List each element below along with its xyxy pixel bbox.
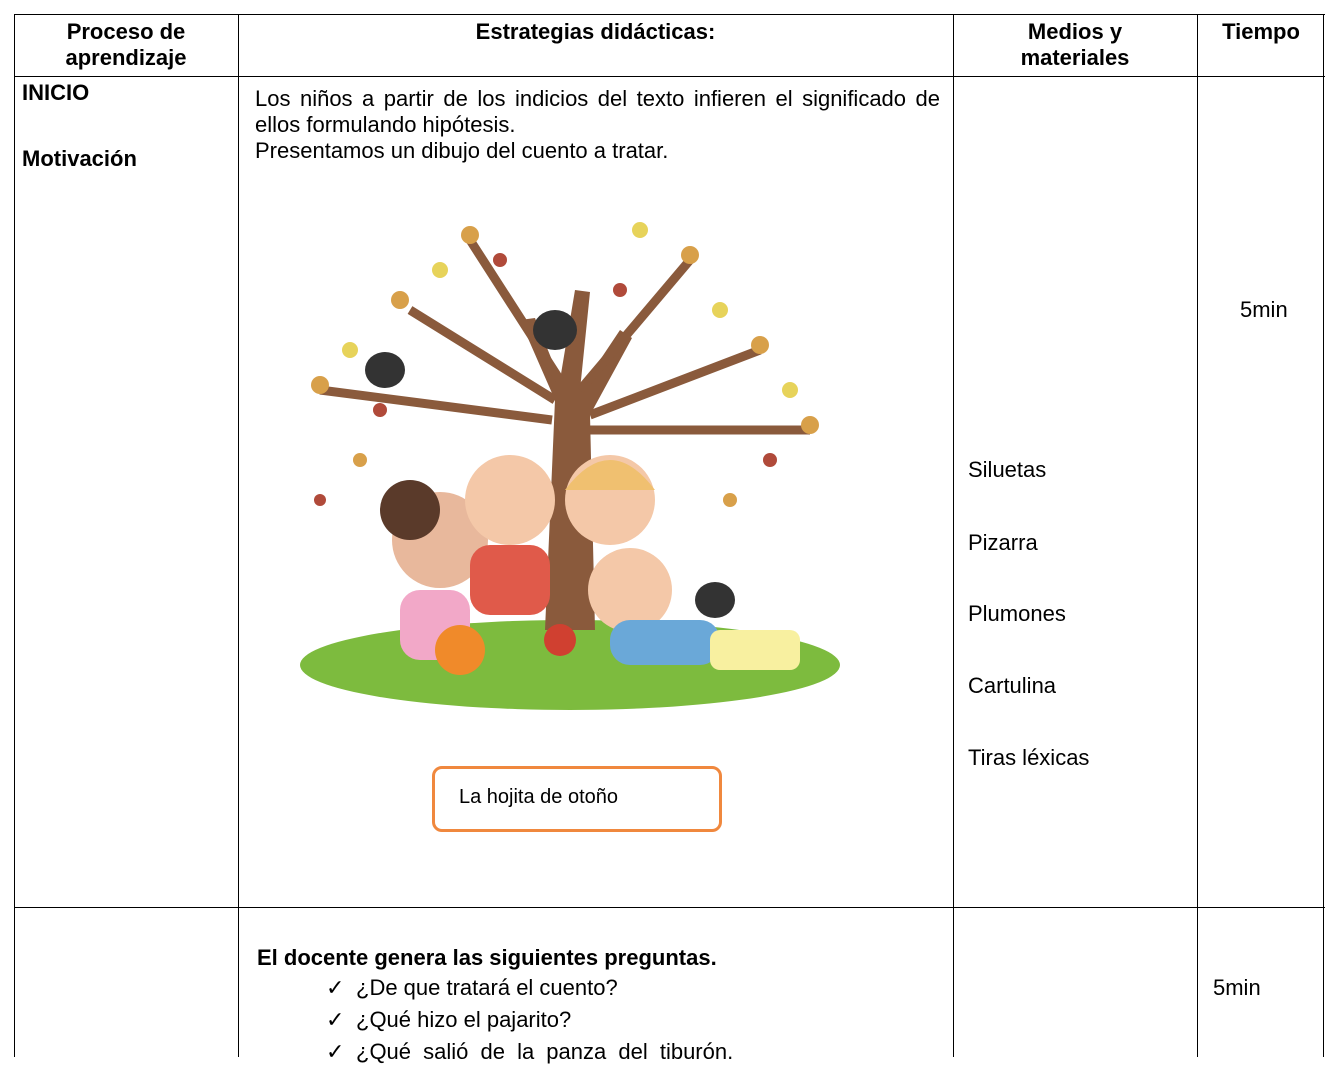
text-line: Tiempo <box>1222 19 1300 44</box>
material: Cartulina <box>968 673 1057 698</box>
header-cell: Medios y materiales <box>953 19 1197 71</box>
strategy-heading: El docente genera las siguientes pregunt… <box>257 945 717 970</box>
question: ¿De que tratará el cuento? <box>356 975 618 1000</box>
stage: INICIO <box>22 80 90 105</box>
paragraph: Presentamos un dibujo del cuento a trata… <box>255 138 669 163</box>
text-line: Medios y <box>1027 19 1123 44</box>
table-border <box>14 907 1325 908</box>
time: 5min <box>1213 975 1261 1000</box>
table-border <box>1197 14 1198 1057</box>
question: ¿Qué salió de la panza del tiburón. <box>356 1039 734 1064</box>
material: Pizarra <box>968 530 1038 555</box>
table-border <box>238 14 239 1057</box>
table-border <box>14 14 15 1057</box>
image-caption: La hojita de otoño <box>459 786 619 808</box>
text-line: Proceso de <box>66 19 186 44</box>
material: Siluetas <box>968 457 1047 482</box>
table-border <box>14 76 1325 77</box>
material: Plumones <box>968 601 1066 626</box>
header-cell: Tiempo <box>1197 19 1325 45</box>
caption-box: La hojita de otoño <box>432 766 722 832</box>
table-border <box>1323 14 1324 1057</box>
checkmark: ✓ <box>326 1007 345 1032</box>
header-cell: Proceso de aprendizaje <box>14 19 238 71</box>
substage: Motivación <box>22 146 137 171</box>
table-border <box>953 14 954 1057</box>
table-border <box>14 14 1325 15</box>
text-line: Estrategias didácticas: <box>475 19 716 44</box>
strategy-text: Los niños a partir de los indicios del t… <box>255 86 940 164</box>
illustration <box>300 222 840 710</box>
checkmark: ✓ <box>326 975 345 1000</box>
question: ¿Qué hizo el pajarito? <box>356 1007 572 1032</box>
text-line: materiales <box>1020 45 1130 70</box>
checkmark: ✓ <box>326 1039 345 1064</box>
paragraph: Los niños a partir de los indicios del t… <box>255 86 940 137</box>
header-cell: Estrategias didácticas: <box>238 19 953 45</box>
material: Tiras léxicas <box>968 745 1090 770</box>
time: 5min <box>1240 297 1288 322</box>
text-line: aprendizaje <box>65 45 187 70</box>
